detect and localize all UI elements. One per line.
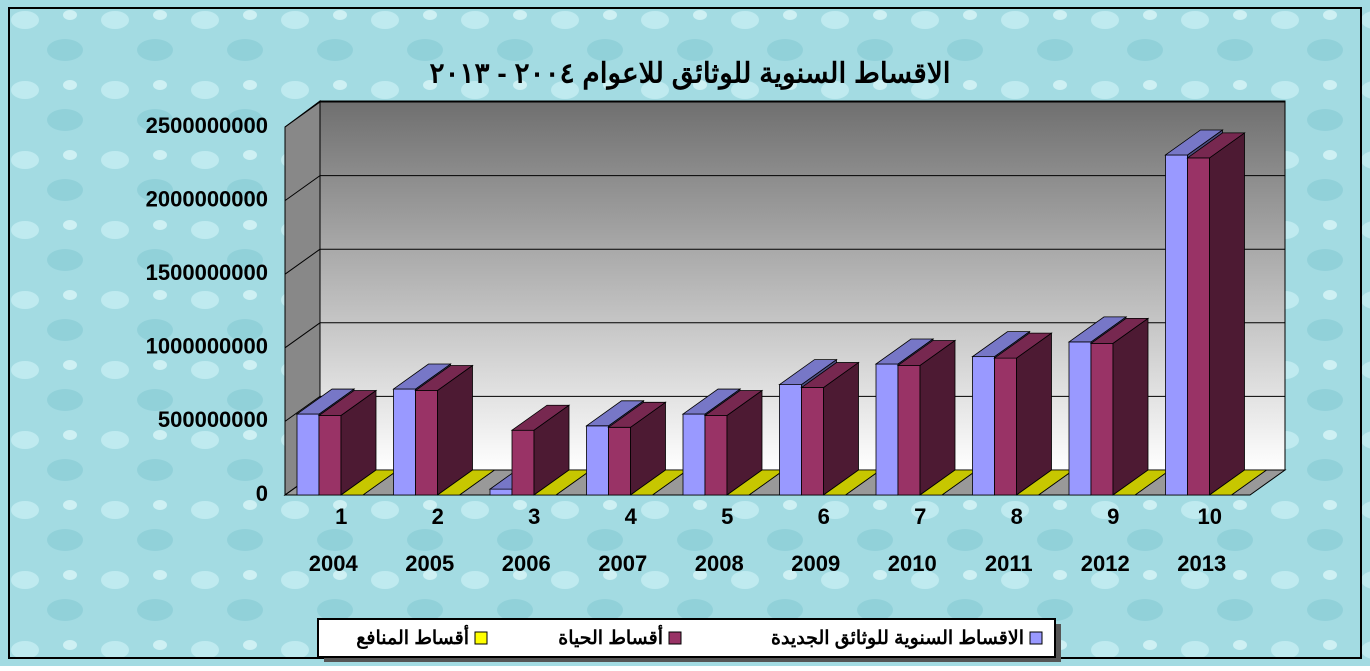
bar-front bbox=[1068, 341, 1092, 496]
y-tick-label: 2000000000 bbox=[146, 186, 268, 211]
x-tick-label: 2004 bbox=[309, 551, 359, 576]
bar bbox=[1186, 132, 1246, 496]
bar-front bbox=[682, 413, 706, 496]
bar-top bbox=[1067, 316, 1128, 343]
bar bbox=[896, 339, 957, 496]
bar-side bbox=[1112, 317, 1149, 496]
legend-label: الاقساط السنوية للوثائق الجديدة bbox=[771, 628, 1024, 649]
y-tick-label: 1000000000 bbox=[146, 334, 268, 359]
x-tick-label: 10 bbox=[1198, 504, 1222, 529]
bar bbox=[800, 361, 860, 496]
bar bbox=[607, 401, 667, 496]
x-tick-label: 3 bbox=[528, 504, 540, 529]
bar-front bbox=[1187, 157, 1210, 496]
bar bbox=[703, 389, 764, 496]
x-tick-label: 2005 bbox=[405, 551, 454, 576]
legend-swatch bbox=[668, 631, 682, 645]
y-tick-label: 1500000000 bbox=[146, 260, 268, 285]
bar bbox=[414, 364, 474, 496]
x-tick-label: 2009 bbox=[791, 551, 840, 576]
x-tick-label: 1 bbox=[335, 504, 347, 529]
bar-front bbox=[296, 413, 320, 496]
x-tick-label: 9 bbox=[1107, 504, 1119, 529]
grid-line bbox=[284, 248, 321, 275]
grid-line bbox=[284, 322, 321, 349]
bar-top bbox=[971, 331, 1031, 358]
bar-top bbox=[800, 362, 860, 388]
x-tick-label: 2012 bbox=[1081, 551, 1130, 576]
bar-top bbox=[1089, 317, 1150, 344]
bar-front bbox=[608, 426, 631, 496]
grid-line bbox=[284, 395, 321, 422]
x-tick-label: 2008 bbox=[695, 551, 744, 576]
bar-top bbox=[681, 388, 742, 415]
bar-front bbox=[511, 429, 535, 496]
bar-top bbox=[295, 388, 356, 415]
legend-label: أقساط الحياة bbox=[558, 624, 663, 649]
bar-top bbox=[896, 340, 957, 366]
bar-front bbox=[704, 415, 728, 496]
y-tick-label: 500000000 bbox=[158, 407, 268, 432]
bar-front bbox=[779, 384, 802, 496]
bar bbox=[1089, 317, 1150, 496]
x-tick-label: 6 bbox=[818, 504, 830, 529]
bar-top bbox=[778, 359, 838, 386]
x-tick-label: 7 bbox=[914, 504, 926, 529]
legend bbox=[317, 618, 1056, 658]
grid-line bbox=[284, 101, 321, 128]
bar-top bbox=[436, 469, 496, 496]
bar-top bbox=[510, 404, 571, 431]
bar-side bbox=[1016, 332, 1052, 496]
x-tick-label: 5 bbox=[721, 504, 733, 529]
bar-front bbox=[1165, 154, 1188, 496]
bar-top bbox=[1186, 132, 1246, 159]
x-tick-label: 8 bbox=[1011, 504, 1023, 529]
x-tick-label: 2010 bbox=[888, 551, 937, 576]
y-tick-label: 2500000000 bbox=[146, 113, 268, 138]
bar-front bbox=[489, 488, 513, 496]
chart-title: الاقساط السنوية للوثائق للاعوام ٢٠٠٤ - ٢… bbox=[429, 57, 950, 90]
bar-side bbox=[919, 339, 956, 496]
bar-top bbox=[414, 365, 474, 391]
bar-top bbox=[993, 332, 1053, 359]
bar-top bbox=[1164, 129, 1224, 156]
bar-front bbox=[318, 415, 342, 496]
bar bbox=[510, 404, 571, 496]
bar-front bbox=[586, 425, 609, 496]
bar-top bbox=[1208, 469, 1268, 496]
bar-side bbox=[1209, 132, 1245, 496]
bar-top bbox=[392, 363, 452, 390]
bar bbox=[317, 389, 378, 496]
bar-top bbox=[317, 390, 378, 416]
bar-top bbox=[874, 338, 935, 365]
grid-line bbox=[284, 175, 321, 202]
bar-front bbox=[415, 390, 438, 496]
bar-front bbox=[875, 363, 899, 496]
bar-top bbox=[607, 401, 667, 428]
legend-swatch bbox=[474, 631, 488, 645]
bar-front bbox=[801, 387, 824, 496]
x-tick-label: 2006 bbox=[502, 551, 551, 576]
bar-front bbox=[972, 356, 995, 496]
bar-front bbox=[897, 365, 921, 496]
legend-label: أقساط المنافع bbox=[356, 624, 469, 649]
bar-front bbox=[994, 357, 1017, 496]
y-tick-label: 0 bbox=[256, 481, 268, 506]
x-tick-label: 4 bbox=[625, 504, 638, 529]
legend-swatch bbox=[1029, 631, 1043, 645]
bar-top bbox=[703, 390, 764, 416]
bar-front bbox=[1090, 342, 1114, 496]
x-tick-label: 2007 bbox=[598, 551, 647, 576]
x-tick-label: 2 bbox=[432, 504, 444, 529]
x-tick-label: 2013 bbox=[1177, 551, 1226, 576]
x-tick-label: 2011 bbox=[985, 551, 1033, 576]
bar bbox=[436, 469, 496, 496]
bar-front bbox=[393, 388, 416, 496]
bar bbox=[1208, 469, 1268, 496]
bar-top bbox=[585, 400, 645, 427]
bar bbox=[993, 332, 1053, 496]
